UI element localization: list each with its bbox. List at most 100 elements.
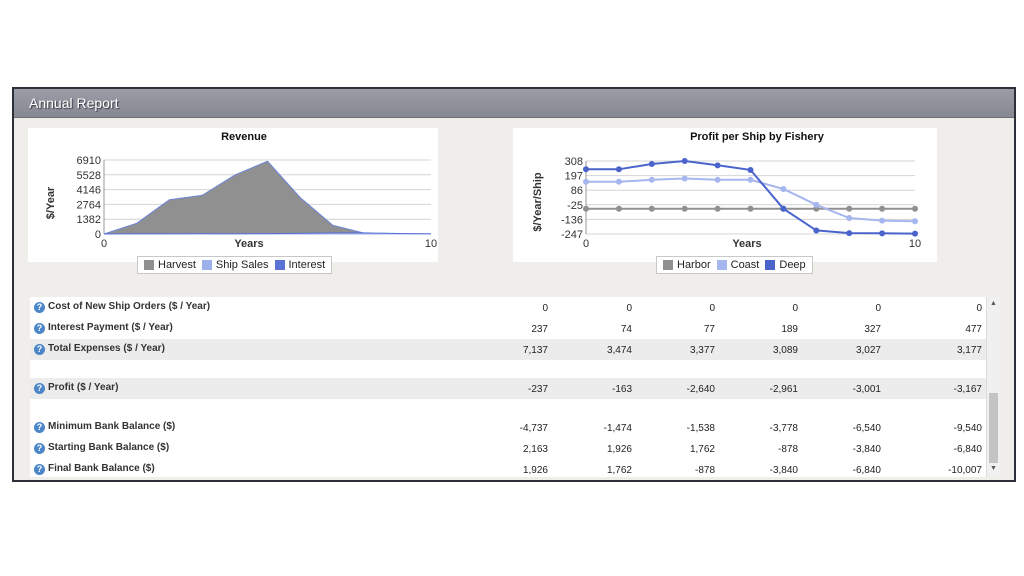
- row-value: 0: [875, 303, 881, 314]
- row-label: Interest Payment ($ / Year): [48, 322, 173, 333]
- row-value: -878: [777, 444, 798, 455]
- revenue-x-axis-title: Years: [234, 238, 263, 250]
- prof-legend-item[interactable]: Coast: [716, 259, 760, 271]
- window-titlebar: Annual Report: [14, 89, 1014, 118]
- help-icon[interactable]: ?: [34, 383, 45, 394]
- prof-point-harbor: [747, 205, 754, 212]
- row-value: -6,540: [852, 423, 881, 434]
- row-value: 327: [864, 324, 881, 335]
- prof-point-deep: [648, 161, 655, 168]
- revenue-chart: Revenue $/Year Years 6910 5528 4146 2764 138…: [45, 131, 437, 250]
- prof-legend-label: Coast: [730, 259, 760, 271]
- prof-legend-item[interactable]: Harbor: [663, 259, 711, 271]
- row-value: 3,474: [606, 345, 632, 356]
- prof-point-coast: [583, 178, 589, 185]
- prof-point-coast: [780, 186, 787, 193]
- row-value: 477: [965, 324, 982, 335]
- row-value: -10,007: [948, 465, 982, 476]
- prof-x-tick-label: 0: [583, 238, 589, 250]
- prof-point-harbor: [583, 205, 589, 212]
- prof-y-tick-label: 197: [565, 171, 583, 183]
- help-icon[interactable]: ?: [34, 344, 45, 355]
- row-value: -6,840: [852, 465, 881, 476]
- annual-report-window: Annual Report Revenue $/Year Years 6910 5…: [12, 87, 1016, 482]
- prof-legend-item[interactable]: Deep: [765, 259, 806, 271]
- prof-point-deep: [912, 230, 918, 237]
- rev-area-harvest: [103, 160, 431, 235]
- rev-y-tick-label: 0: [95, 229, 101, 241]
- revenue-y-axis-title: $/Year: [45, 186, 57, 219]
- row-value: 0: [709, 303, 715, 314]
- help-icon[interactable]: ?: [34, 323, 45, 334]
- rev-legend-item[interactable]: Interest: [274, 259, 325, 271]
- row-value: -237: [527, 384, 548, 395]
- rev-line-interest: [103, 232, 432, 235]
- row-value: -163: [611, 384, 632, 395]
- prof-y-tick-label: -25: [567, 200, 583, 212]
- row-value: -1,474: [603, 423, 632, 434]
- table-row: ? Minimum Bank Balance ($) -4,737 -1,474 -1,…: [30, 417, 1000, 438]
- rev-x-tick-label: 0: [101, 238, 107, 250]
- help-icon[interactable]: ?: [34, 302, 45, 313]
- profit-y-axis-title: $/Year/Ship: [532, 172, 544, 232]
- revenue-chart-panel: Revenue $/Year Years 6910 5528 4146 2764 138…: [28, 128, 438, 274]
- table-row: ? Profit ($ / Year) -237 -163 -2,640 -2,961 -3…: [30, 378, 1000, 399]
- prof-point-deep: [615, 166, 622, 173]
- prof-legend-swatch: [716, 260, 727, 270]
- row-value: 0: [792, 303, 798, 314]
- revenue-legend: Harvest Ship Sales Interest: [137, 256, 333, 274]
- rev-legend-label: Ship Sales: [215, 259, 269, 271]
- table-row: ? Final Bank Balance ($) 1,926 1,762 -878 -3,…: [30, 459, 1000, 477]
- rev-legend-item[interactable]: Ship Sales: [201, 259, 269, 271]
- table-row: ? Total Expenses ($ / Year) 7,137 3,474 3,37…: [30, 339, 1000, 360]
- prof-point-coast: [813, 201, 820, 208]
- prof-y-tick-label: -136: [561, 214, 583, 226]
- row-value: 3,027: [855, 345, 881, 356]
- help-icon[interactable]: ?: [34, 464, 45, 475]
- row-value: 0: [626, 303, 632, 314]
- prof-point-harbor: [681, 205, 688, 212]
- prof-y-tick-label: 86: [571, 185, 583, 197]
- rev-legend-item[interactable]: Harvest: [144, 259, 196, 271]
- row-value: 1,926: [522, 465, 548, 476]
- row-value: -2,640: [686, 384, 715, 395]
- scroll-down-arrow[interactable]: ▼: [990, 465, 997, 472]
- row-value: -3,778: [769, 423, 798, 434]
- row-value: -3,001: [852, 384, 881, 395]
- row-value: 1,762: [689, 444, 715, 455]
- profit-legend: Harbor Coast Deep: [656, 256, 813, 274]
- window-title: Annual Report: [29, 95, 119, 111]
- profit-x-axis-title: Years: [732, 238, 761, 250]
- rev-x-tick-label: 10: [425, 238, 437, 250]
- prof-point-harbor: [879, 205, 886, 212]
- prof-point-harbor: [648, 205, 655, 212]
- row-value: 2,163: [522, 444, 548, 455]
- prof-point-deep: [714, 162, 721, 169]
- help-icon[interactable]: ?: [34, 422, 45, 433]
- table-scrollbar[interactable]: ▲ ▼: [986, 297, 1000, 477]
- prof-legend-label: Deep: [779, 259, 806, 271]
- prof-y-tick-label: 308: [565, 156, 583, 168]
- row-value: -3,840: [852, 444, 881, 455]
- row-value: -9,540: [953, 423, 982, 434]
- prof-point-deep: [879, 230, 886, 237]
- prof-point-deep: [813, 227, 820, 234]
- prof-point-coast: [879, 217, 886, 224]
- row-value: -6,840: [953, 444, 982, 455]
- row-value: 189: [781, 324, 798, 335]
- prof-point-deep: [780, 205, 787, 212]
- row-value: -3,167: [953, 384, 982, 395]
- scrollbar-thumb[interactable]: [989, 393, 998, 463]
- row-value: 3,377: [689, 345, 715, 356]
- prof-point-coast: [648, 176, 655, 183]
- rev-legend-swatch: [201, 260, 212, 270]
- scroll-up-arrow[interactable]: ▲: [990, 300, 997, 307]
- prof-y-tick-label: -247: [561, 229, 583, 241]
- prof-point-deep: [583, 166, 589, 173]
- row-label: Cost of New Ship Orders ($ / Year): [48, 301, 211, 312]
- row-label: Profit ($ / Year): [48, 382, 119, 393]
- table-row: ? Starting Bank Balance ($) 2,163 1,926 1,76…: [30, 438, 1000, 459]
- row-value: 3,089: [772, 345, 798, 356]
- help-icon[interactable]: ?: [34, 443, 45, 454]
- rev-y-tick-label: 4146: [77, 185, 101, 197]
